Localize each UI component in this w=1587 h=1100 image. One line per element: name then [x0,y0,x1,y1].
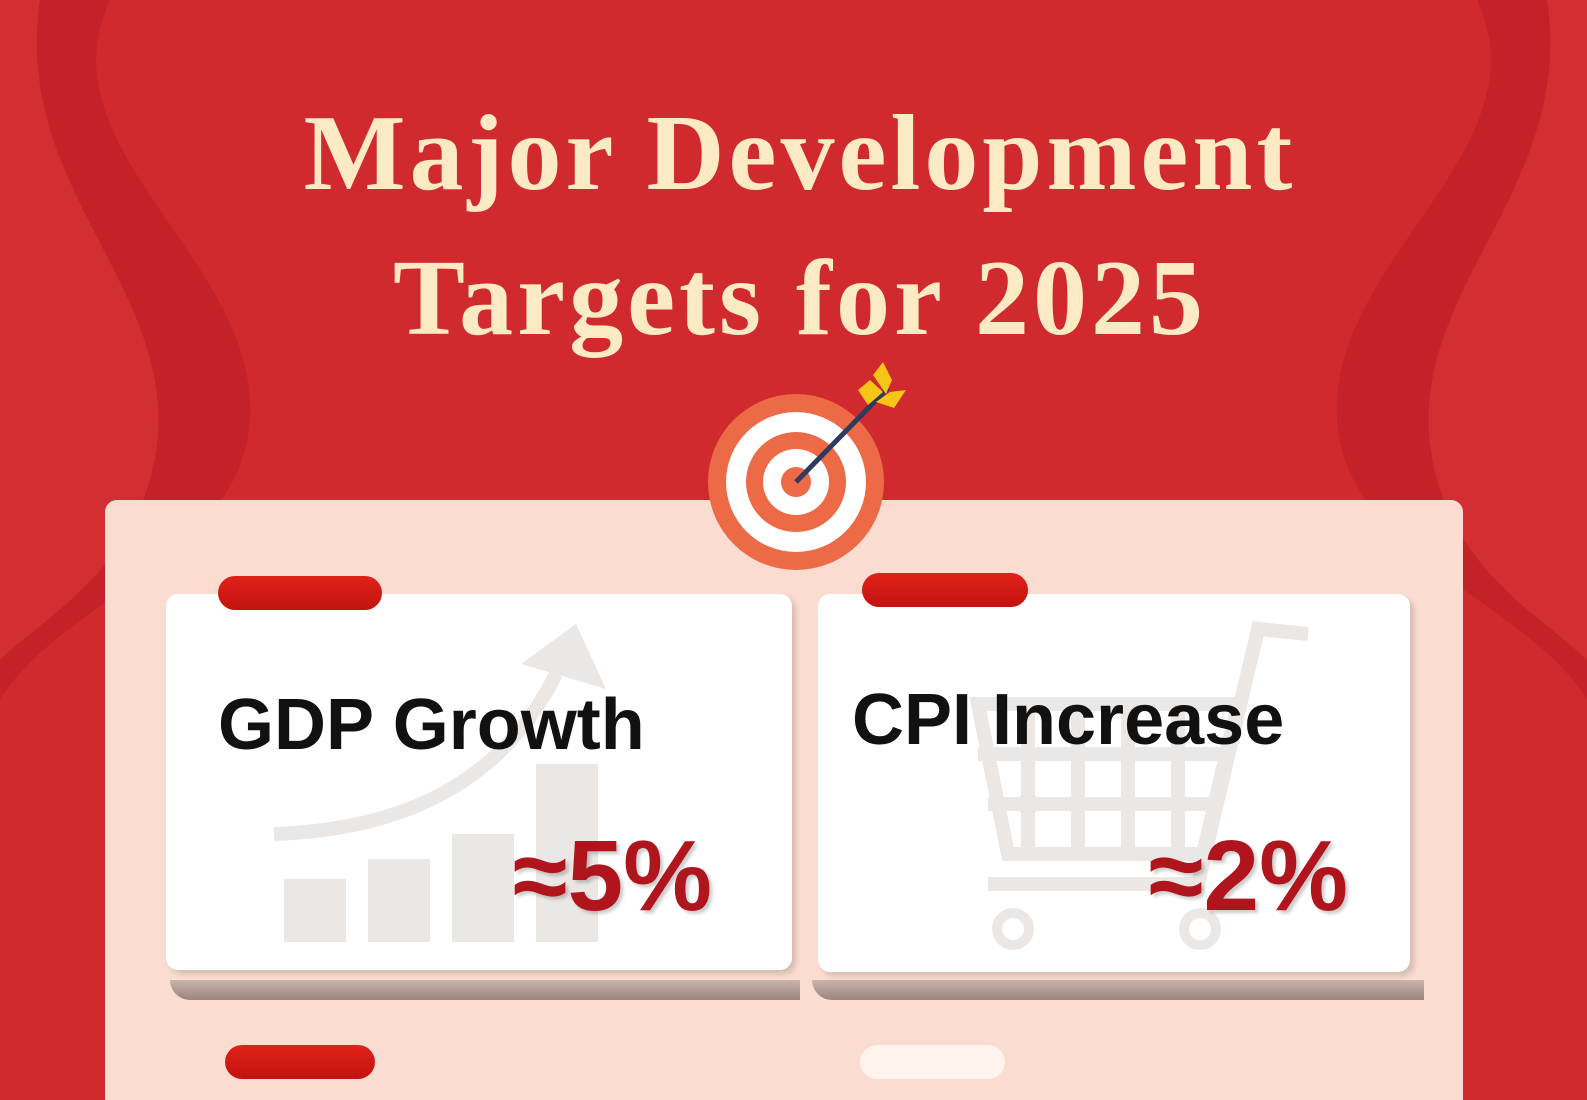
card-tab [862,573,1028,607]
shopping-cart-icon [969,621,1309,950]
card-tab [225,1045,375,1079]
card-shadow [812,980,1424,1000]
page-title-line-2: Targets for 2025 [393,239,1207,358]
card-value: ≈2% [1148,820,1348,932]
card-tab [218,576,382,610]
card-tab [860,1045,1005,1079]
card-shadow [170,980,800,1000]
page-title-line-1: Major Development [303,94,1297,213]
card-label: CPI Increase [852,680,1285,760]
rising-bar-chart-icon [273,624,606,942]
target-arrow-icon [708,362,906,570]
card-value: ≈5% [512,820,712,932]
card-label: GDP Growth [218,685,645,765]
gdp-growth-card: GDP Growth ≈5% [166,594,792,970]
cpi-increase-card: CPI Increase ≈2% [818,594,1410,972]
